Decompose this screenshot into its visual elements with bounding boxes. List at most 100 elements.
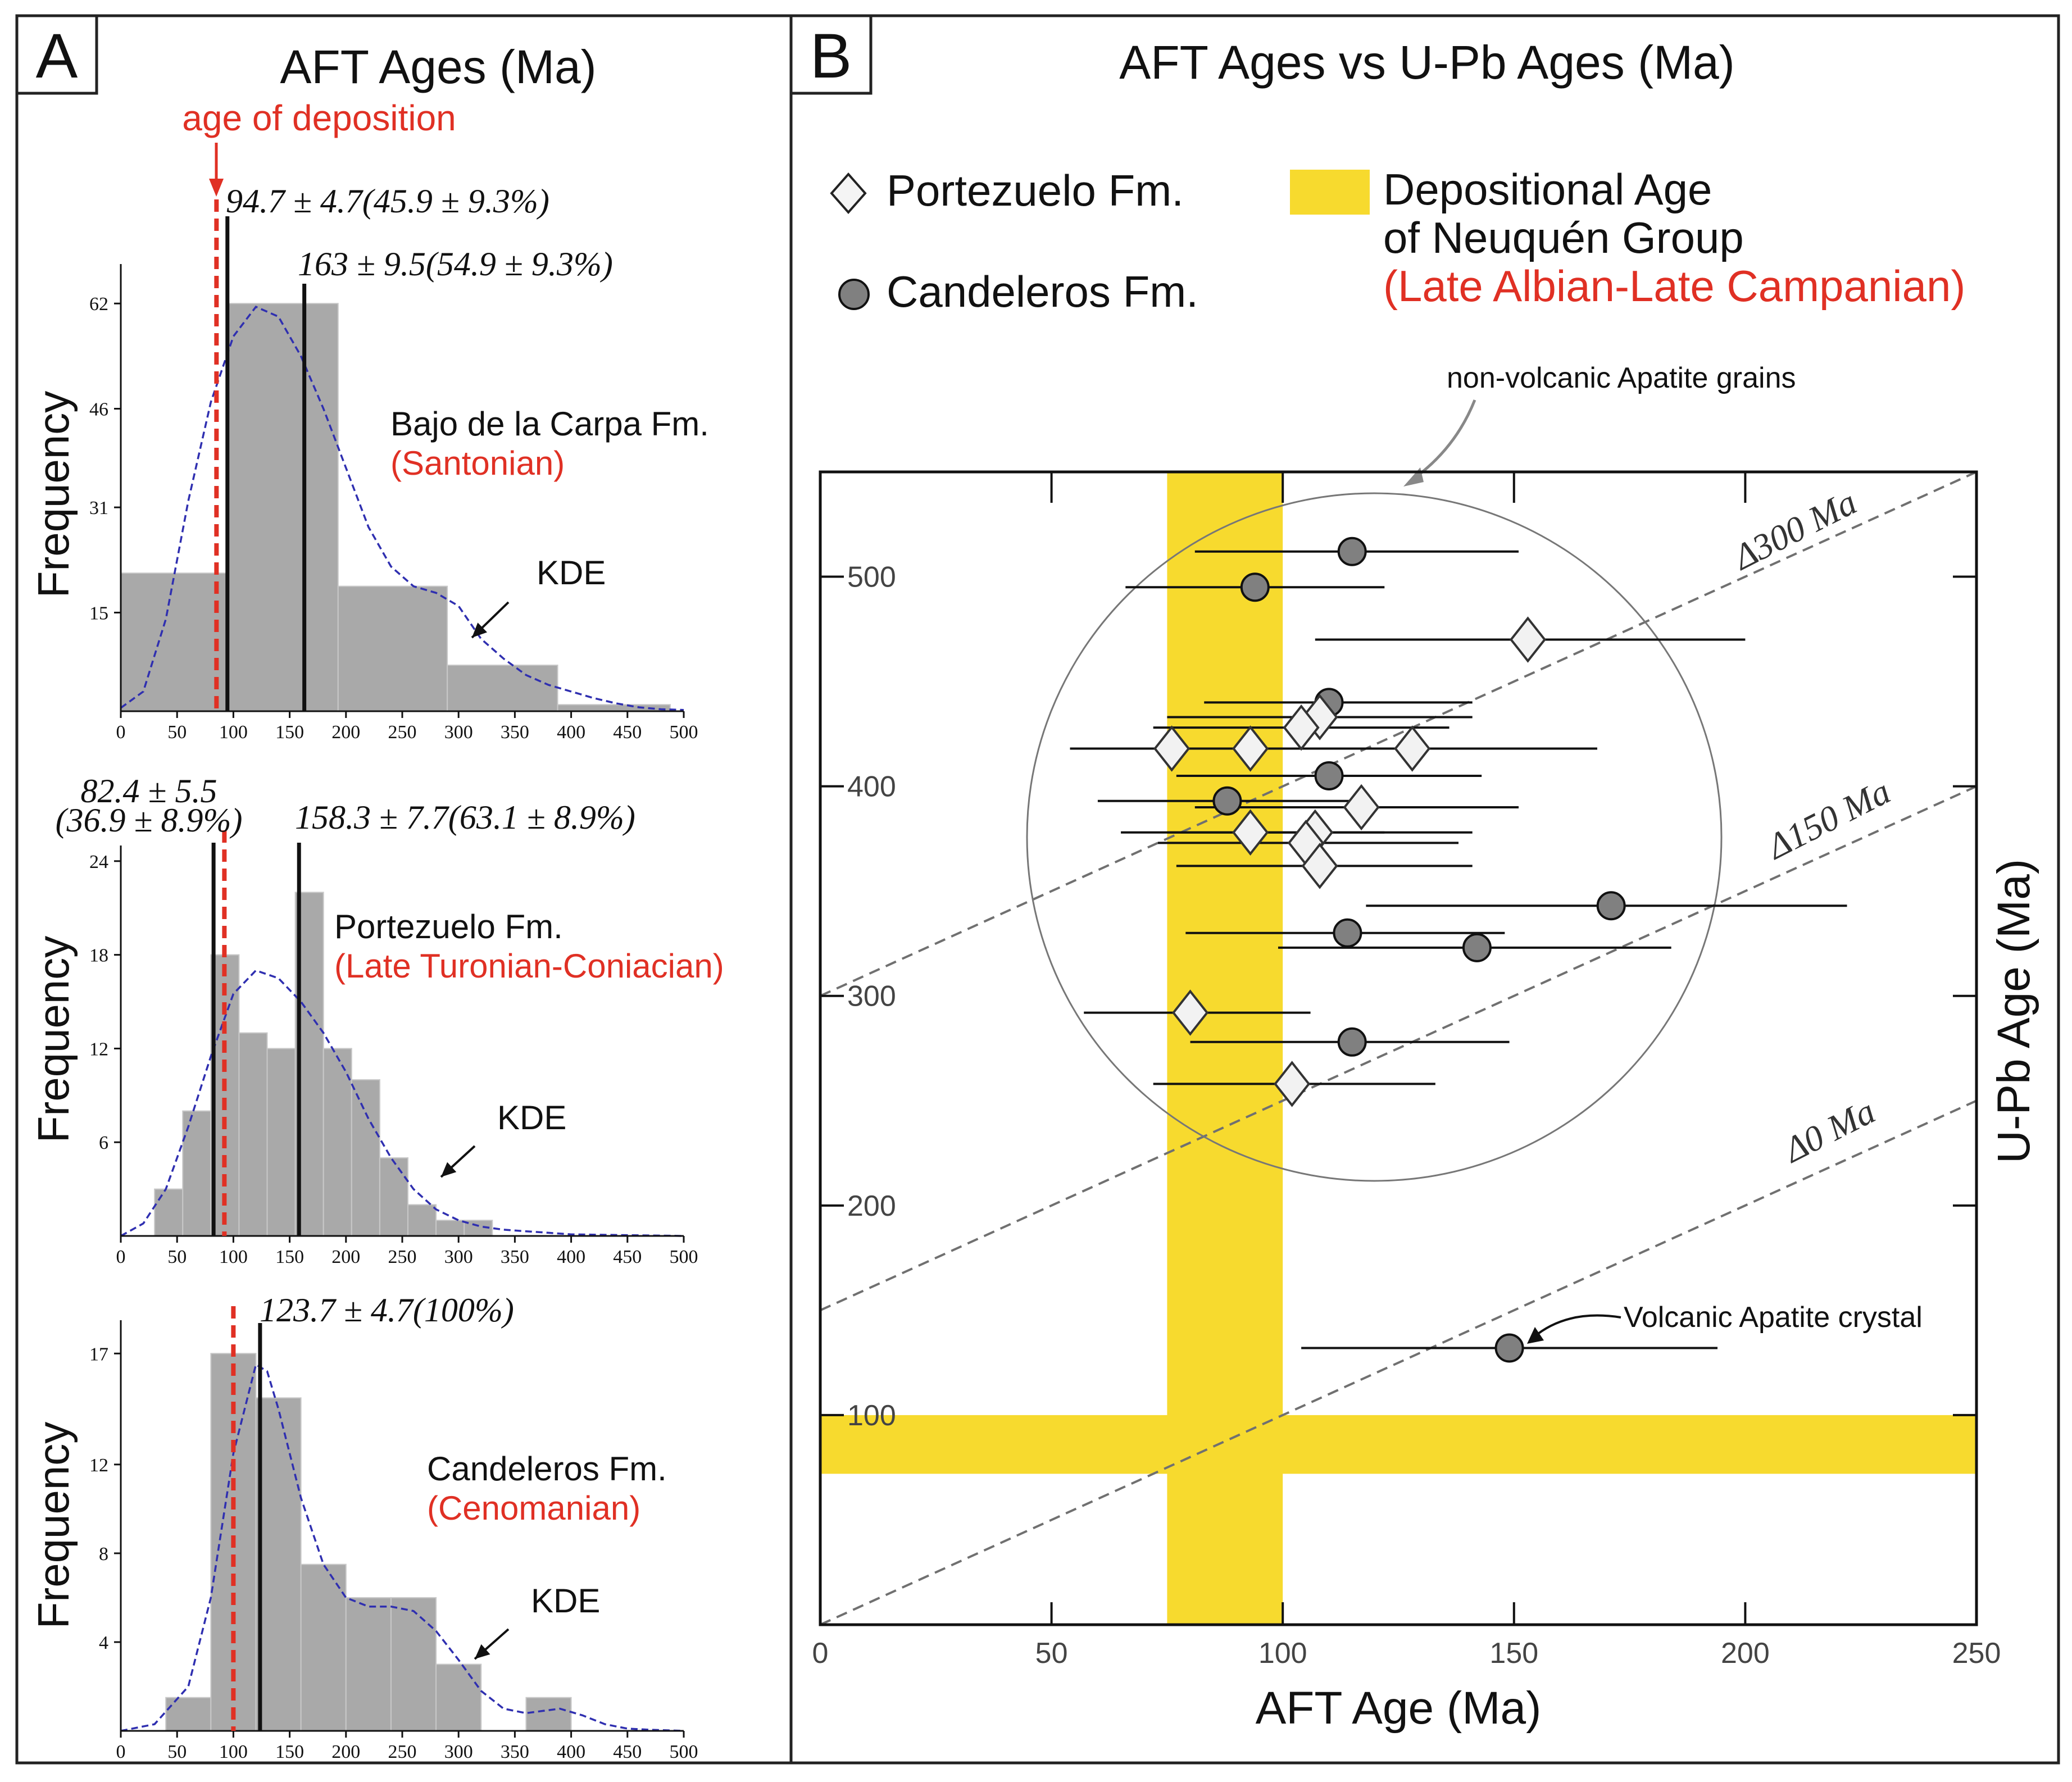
kde-curve	[120, 1363, 684, 1732]
x-tick-label: 150	[275, 722, 304, 743]
portezuelo-point	[1274, 1061, 1311, 1107]
x-tick-label: 150	[275, 1742, 304, 1762]
x-tick-label: 100	[219, 1742, 248, 1762]
candeleros-point	[1494, 1333, 1524, 1363]
portezuelo-point	[1301, 843, 1338, 889]
x-tick-label: 350	[501, 1247, 529, 1267]
reference-lines	[820, 472, 1976, 1625]
formation-title: Bajo de la Carpa Fm.	[390, 405, 709, 443]
hist-bar	[165, 1697, 212, 1732]
reference-line	[820, 1099, 1976, 1625]
panel-a-letter-box	[15, 14, 98, 95]
nonvolcanic-arrow	[1410, 399, 1476, 482]
portezuelo-point	[1153, 725, 1191, 772]
frequency-label: Frequency	[29, 1422, 78, 1629]
y-tick-label: 400	[847, 771, 896, 803]
x-tick-label: 200	[331, 1742, 360, 1762]
x-tick-label: 150	[275, 1247, 304, 1267]
portezuelo-point	[1394, 725, 1431, 772]
kde-label: KDE	[531, 1582, 600, 1620]
y-tick-label: 8	[99, 1544, 108, 1565]
hist-bar	[435, 1663, 482, 1732]
peak-age-label: 158.3 ± 7.7(63.1 ± 8.9%)	[295, 799, 635, 836]
legend-diamond-marker	[830, 172, 867, 215]
hist-bar	[435, 1220, 465, 1237]
legend-portezuelo-label: Portezuelo Fm.	[887, 166, 1184, 215]
x-tick-label: 350	[501, 1742, 529, 1762]
x-tick-label: 250	[1952, 1637, 2001, 1670]
peak-age-label: 123.7 ± 4.7(100%)	[260, 1292, 514, 1329]
x-tick-label: 400	[557, 722, 585, 743]
x-tick-label: 400	[557, 1742, 585, 1762]
x-tick-label: 250	[388, 722, 417, 743]
portezuelo-point	[1343, 784, 1380, 831]
portezuelo-point	[1283, 704, 1320, 751]
reference-line	[820, 472, 1976, 997]
legend-dep-line2: of Neuquén Group	[1383, 213, 1744, 262]
peak-age-label: 82.4 ± 5.5	[81, 772, 217, 810]
x-tick-label: 450	[613, 722, 642, 743]
x-tick-label: 200	[1721, 1637, 1770, 1670]
y-tick-label: 24	[89, 852, 108, 872]
candeleros-point	[1462, 933, 1492, 962]
x-tick-label: 100	[219, 722, 248, 743]
x-tick-label: 150	[1489, 1637, 1538, 1670]
x-tick-label: 300	[444, 1247, 473, 1267]
panel-b-frame	[789, 14, 2060, 1765]
formation-age: (Cenomanian)	[427, 1489, 640, 1527]
kde-arrowhead	[472, 622, 488, 638]
legend-dep-line1: Depositional Age	[1383, 165, 1712, 214]
x-tick-label: 0	[812, 1637, 829, 1670]
x-tick-label: 100	[1258, 1637, 1307, 1670]
legend-circle-marker	[838, 279, 870, 310]
formation-age: (Late Turonian-Coniacian)	[334, 947, 724, 985]
formation-title: Candeleros Fm.	[427, 1450, 667, 1488]
kde-arrowhead	[475, 1644, 490, 1659]
x-tick-label: 500	[670, 722, 698, 743]
legend-dep-line3: (Late Albian-Late Campanian)	[1383, 261, 1965, 311]
x-tick-label: 250	[388, 1742, 417, 1762]
panel-b-title: AFT Ages vs U-Pb Ages (Ma)	[1119, 36, 1735, 89]
legend-candeleros-label: Candeleros Fm.	[887, 267, 1198, 316]
x-tick-label: 50	[167, 1247, 187, 1267]
x-tick-label: 50	[1035, 1637, 1068, 1670]
x-tick-label: 300	[444, 722, 473, 743]
candeleros-point	[1212, 786, 1242, 816]
hist-bar	[210, 954, 240, 1237]
portezuelo-point	[1232, 809, 1269, 856]
x-tick-label: 50	[167, 722, 187, 743]
kde-label: KDE	[497, 1099, 566, 1137]
peak-age-label: 94.7 ± 4.7(45.9 ± 9.3%)	[226, 183, 549, 220]
hist-bar	[300, 1563, 347, 1732]
hist-bar	[379, 1157, 409, 1237]
x-tick-label: 350	[501, 722, 529, 743]
y-tick-label: 100	[847, 1399, 896, 1432]
deposition-label: age of deposition	[182, 98, 456, 138]
x-tick-label: 200	[331, 722, 360, 743]
hist-bar	[337, 585, 448, 712]
panel-b-letter: B	[810, 21, 852, 91]
nonvolcanic-label: non-volcanic Apatite grains	[1447, 362, 1796, 394]
candeleros-point	[1333, 918, 1362, 948]
x-tick-label: 450	[613, 1247, 642, 1267]
histogram-candeleros: 0 50 100 150 200 250 300 350 400 450 500 4 8 12 17 Freq…	[29, 1292, 698, 1762]
hist-bar	[182, 1110, 212, 1237]
y-tick-label: 62	[89, 294, 108, 315]
x-tick-label: 500	[670, 1247, 698, 1267]
y-axis-label: U-Pb Age (Ma)	[1988, 859, 2039, 1163]
legend-yellow-swatch	[1290, 170, 1370, 215]
x-tick-label: 300	[444, 1742, 473, 1762]
y-tick-label: 200	[847, 1190, 896, 1222]
hist-bar	[255, 1397, 302, 1732]
kde-curve	[120, 969, 684, 1237]
peak-age-label: (36.9 ± 8.9%)	[56, 802, 243, 839]
x-axis-label: AFT Age (Ma)	[1256, 1683, 1542, 1734]
x-tick-label: 200	[331, 1247, 360, 1267]
plot-frame	[819, 470, 1978, 1626]
y-tick-label: 4	[99, 1633, 108, 1653]
volcanic-label: Volcanic Apatite crystal	[1624, 1301, 1923, 1334]
candeleros-point	[1596, 891, 1626, 921]
reference-line-label: Δ0 Ma	[1776, 1091, 1881, 1171]
hist-bar	[154, 1188, 184, 1237]
